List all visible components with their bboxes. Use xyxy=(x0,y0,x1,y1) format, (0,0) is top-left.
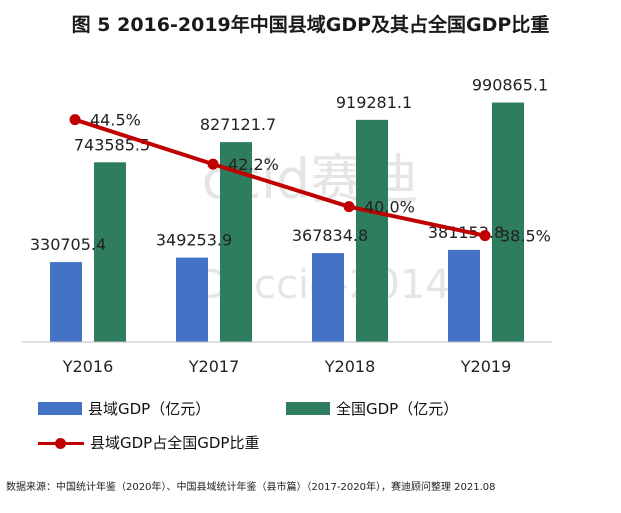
data-label-county-y2016: 330705.4 xyxy=(30,235,106,254)
data-label-county-y2018: 367834.8 xyxy=(292,226,368,245)
ratio-label-y2019: 38.5% xyxy=(500,227,551,246)
ratio-point-y2016 xyxy=(69,114,81,126)
bar-county-y2016 xyxy=(50,262,82,342)
chart-title: 图 5 2016-2019年中国县域GDP及其占全国GDP比重 xyxy=(71,14,550,36)
ratio-label-y2018: 40.0% xyxy=(364,198,415,217)
x-tick-y2018: Y2018 xyxy=(324,357,376,376)
ratio-label-y2017: 42.2% xyxy=(228,155,279,174)
data-label-national-y2019: 990865.1 xyxy=(472,76,548,95)
legend-national-swatch xyxy=(286,402,330,415)
bar-county-y2018 xyxy=(312,253,344,342)
x-tick-y2019: Y2019 xyxy=(460,357,512,376)
data-label-national-y2018: 919281.1 xyxy=(336,93,412,112)
bar-national-y2018 xyxy=(356,119,388,343)
source-note: 数据来源：中国统计年鉴（2020年）、中国县域统计年鉴（县市篇）（2017-20… xyxy=(6,482,496,493)
ratio-point-y2019 xyxy=(479,230,491,242)
legend-county-swatch xyxy=(38,402,82,415)
legend-county-gdp: 县域GDP（亿元） xyxy=(38,398,210,419)
ratio-label-y2016: 44.5% xyxy=(90,111,141,130)
data-label-county-y2017: 349253.9 xyxy=(156,231,232,250)
bar-national-y2019 xyxy=(492,102,524,343)
ratio-line xyxy=(74,117,486,238)
legend-ratio-line: 县域GDP占全国GDP比重 xyxy=(38,432,259,453)
ratio-point-y2018 xyxy=(343,201,355,213)
data-label-national-y2016: 743585.5 xyxy=(74,135,150,154)
data-label-national-y2017: 827121.7 xyxy=(200,115,276,134)
bar-county-y2019 xyxy=(448,249,480,342)
legend-ratio-label: 县域GDP占全国GDP比重 xyxy=(90,434,260,452)
legend-ratio-swatch xyxy=(38,436,84,450)
ratio-point-y2017 xyxy=(207,158,219,170)
legend-county-label: 县域GDP（亿元） xyxy=(88,400,211,418)
x-tick-y2016: Y2016 xyxy=(62,357,114,376)
legend-national-gdp: 全国GDP（亿元） xyxy=(286,398,458,419)
bar-national-y2016 xyxy=(94,162,126,342)
x-tick-y2017: Y2017 xyxy=(188,357,240,376)
bar-county-y2017 xyxy=(176,257,208,342)
legend-national-label: 全国GDP（亿元） xyxy=(336,400,459,418)
